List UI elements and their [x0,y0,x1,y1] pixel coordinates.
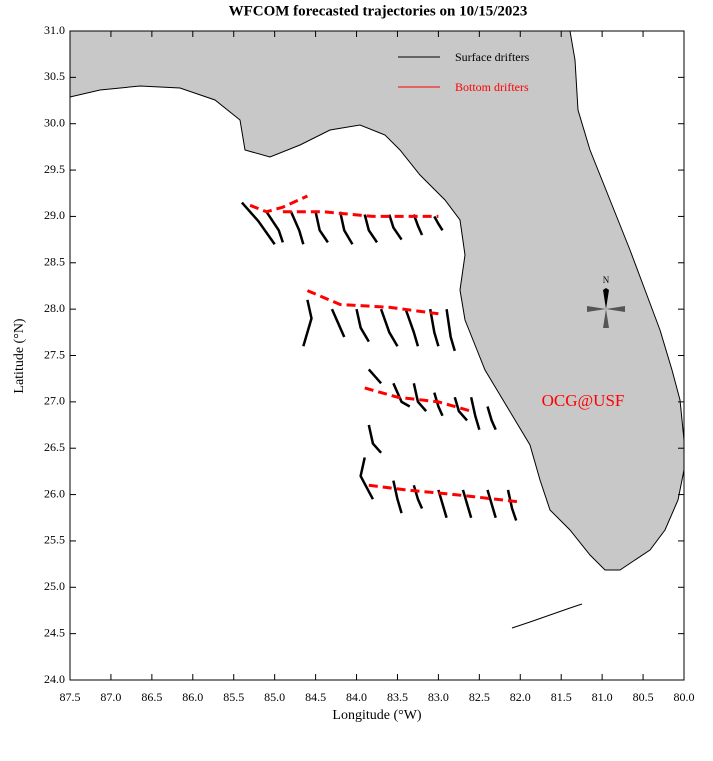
bottom-drifter-track [368,483,521,504]
x-tick-label: 85.5 [223,690,244,704]
surface-drifter-track [461,489,473,519]
x-tick-label: 84.5 [305,690,326,704]
x-tick-label: 82.5 [469,690,490,704]
x-tick-label: 86.5 [141,690,162,704]
y-tick-label: 27.0 [44,394,65,408]
surface-drifter-track [265,211,285,243]
surface-drifter-track [412,214,424,236]
chart-title: WFCOM forecasted trajectories on 10/15/2… [229,3,528,19]
annotation: OCG@USF [542,391,625,410]
compass-needle [606,306,625,312]
y-tick-label: 26.0 [44,486,65,500]
surface-drifter-track [367,368,383,385]
y-tick-label: 30.0 [44,115,65,129]
compass-label: N [603,275,610,285]
x-tick-label: 80.5 [633,690,654,704]
surface-drifter-track [240,201,276,245]
bottom-drifter-track [282,210,439,218]
surface-drifter-track [453,396,468,422]
y-tick-label: 25.0 [44,579,65,593]
x-tick-label: 84.0 [346,690,367,704]
surface-drifter-track [379,308,399,347]
land [69,30,685,571]
y-tick-label: 24.0 [44,672,65,686]
surface-drifter-track [412,383,428,412]
y-tick-label: 28.0 [44,301,65,315]
surface-drifter-track [428,308,440,347]
y-tick-label: 30.5 [44,69,65,83]
bottom-drifter-track [364,386,472,413]
y-tick-label: 24.5 [44,625,65,639]
legend-label: Surface drifters [455,50,530,64]
bottom-drifter-track [306,289,439,316]
y-tick-label: 29.0 [44,208,65,222]
y-tick-label: 28.5 [44,255,65,269]
surface-drifter-track [486,489,497,519]
keys [511,603,583,629]
bottom-drifter-track [249,194,309,214]
x-tick-label: 83.5 [387,690,408,704]
x-tick-label: 82.0 [510,690,531,704]
surface-drifter-track [359,457,375,500]
compass-needle [587,306,606,312]
surface-drifter-track [388,214,403,241]
y-tick-label: 29.5 [44,162,65,176]
y-tick-label: 25.5 [44,533,65,547]
x-tick-label: 83.0 [428,690,449,704]
surface-drifter-track [506,489,518,521]
x-tick-label: 87.0 [100,690,121,704]
surface-drifter-track [289,211,305,245]
x-axis-label: Longitude (°W) [332,708,422,723]
surface-drifter-track [302,299,313,347]
surface-drifter-track [445,308,456,352]
surface-drifter-track [469,396,481,431]
surface-drifter-track [367,424,383,454]
x-tick-label: 80.0 [674,690,695,704]
surface-drifter-track [486,406,497,431]
surface-drifter-track [363,214,379,244]
surface-drifter-track [355,308,370,343]
surface-drifter-track [314,211,329,244]
surface-drifter-track [404,308,420,347]
x-tick-label: 81.0 [592,690,613,704]
surface-drifter-track [433,215,444,232]
x-tick-label: 85.0 [264,690,285,704]
compass-needle [603,309,609,328]
y-tick-label: 27.5 [44,347,65,361]
surface-drifter-track [330,308,346,338]
y-tick-label: 26.5 [44,440,65,454]
x-tick-label: 86.0 [182,690,203,704]
surface-drifter-track [338,211,354,245]
surface-drifter-track [433,392,444,417]
y-axis-label: Latitude (°N) [12,318,27,394]
x-tick-label: 87.5 [60,690,81,704]
x-tick-label: 81.5 [551,690,572,704]
surface-drifter-track [392,382,411,408]
surface-drifter-track [392,480,403,514]
compass: N [587,275,625,328]
compass-needle [603,288,609,309]
y-tick-label: 31.0 [44,23,65,37]
legend-label: Bottom drifters [455,80,529,94]
